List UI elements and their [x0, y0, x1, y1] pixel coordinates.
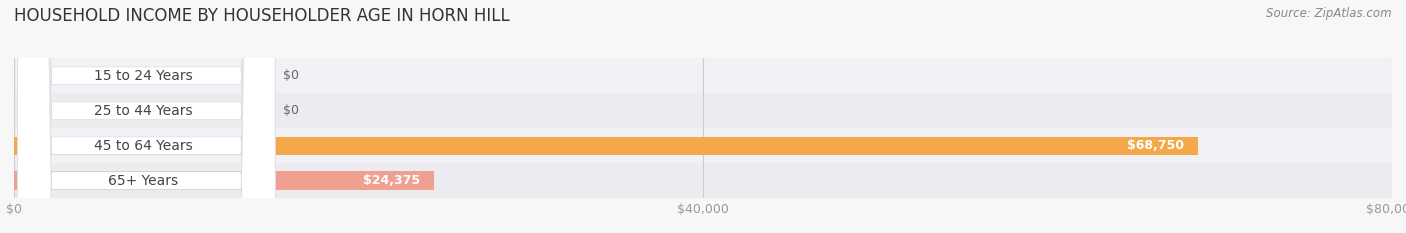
Text: 65+ Years: 65+ Years	[108, 174, 179, 188]
FancyBboxPatch shape	[17, 0, 276, 233]
Text: Source: ZipAtlas.com: Source: ZipAtlas.com	[1267, 7, 1392, 20]
Text: $68,750: $68,750	[1128, 139, 1184, 152]
Text: 15 to 24 Years: 15 to 24 Years	[94, 69, 193, 83]
Bar	[14, 137, 1198, 155]
FancyBboxPatch shape	[17, 0, 276, 233]
Bar	[14, 58, 1392, 93]
Text: $0: $0	[284, 104, 299, 117]
Bar	[14, 93, 1392, 128]
FancyBboxPatch shape	[17, 0, 276, 233]
Bar	[14, 171, 434, 190]
Text: 25 to 44 Years: 25 to 44 Years	[94, 104, 193, 118]
Bar	[14, 128, 1392, 163]
Text: HOUSEHOLD INCOME BY HOUSEHOLDER AGE IN HORN HILL: HOUSEHOLD INCOME BY HOUSEHOLDER AGE IN H…	[14, 7, 510, 25]
Text: $0: $0	[284, 69, 299, 82]
Text: 45 to 64 Years: 45 to 64 Years	[94, 139, 193, 153]
FancyBboxPatch shape	[17, 0, 276, 233]
Text: $24,375: $24,375	[363, 174, 420, 187]
Bar	[14, 163, 1392, 198]
